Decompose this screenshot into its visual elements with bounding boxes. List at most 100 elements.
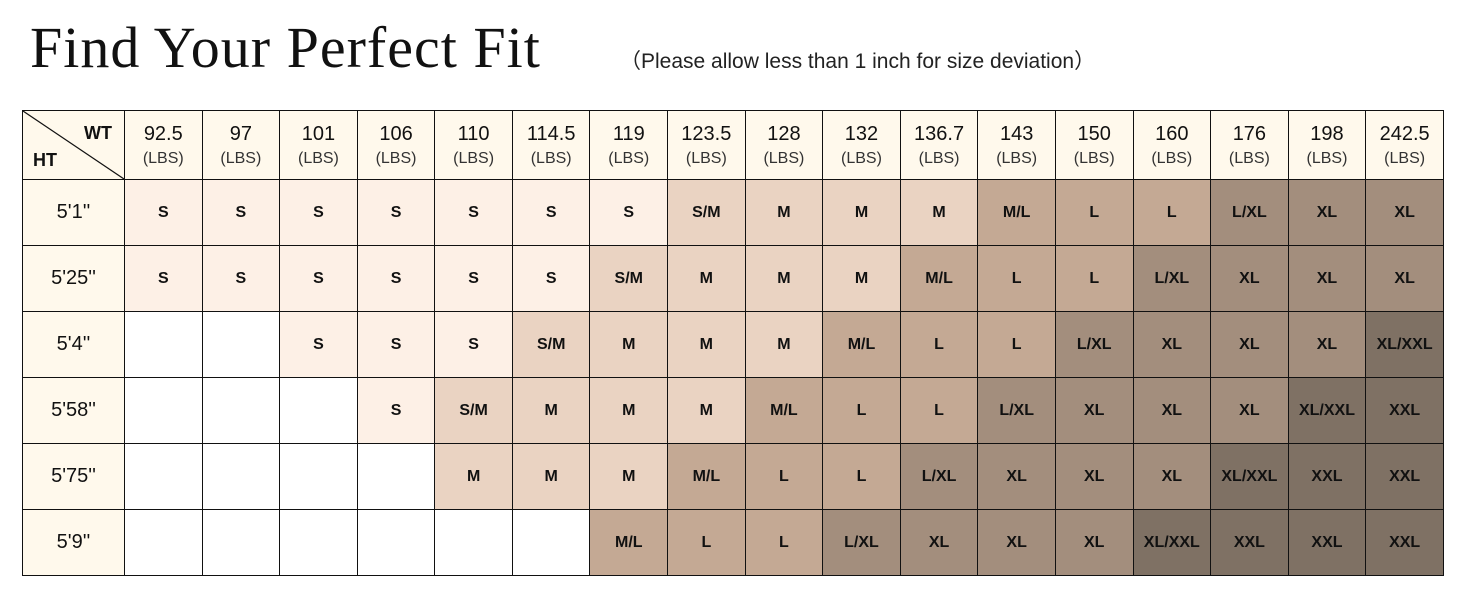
size-cell: M/L — [822, 311, 901, 378]
size-cell — [124, 509, 203, 576]
weight-header-cell: 136.7 (LBS) — [899, 110, 979, 180]
size-cell: S — [511, 245, 591, 312]
size-cell: L/XL — [1210, 179, 1289, 246]
size-cell — [511, 509, 591, 576]
size-cell: S — [279, 311, 358, 378]
size-cell: XXL — [1365, 443, 1444, 510]
size-cell: XXL — [1210, 509, 1289, 576]
size-cell: XL — [1132, 443, 1212, 510]
size-cell: XL — [1365, 179, 1444, 246]
size-cell: XXL — [1365, 509, 1444, 576]
weight-unit: (LBS) — [220, 149, 262, 167]
size-cell: XL — [1287, 245, 1367, 312]
weight-unit: (LBS) — [530, 149, 572, 167]
size-cell: M — [744, 245, 824, 312]
size-cell: M — [589, 443, 669, 510]
size-cell: S/M — [667, 179, 746, 246]
weight-unit: (LBS) — [918, 149, 960, 167]
weight-value: 128 — [767, 122, 801, 145]
weight-unit: (LBS) — [375, 149, 417, 167]
size-cell: L — [899, 377, 979, 444]
size-cell: S/M — [589, 245, 669, 312]
size-cell: L — [1054, 245, 1134, 312]
weight-header-cell: 150 (LBS) — [1054, 110, 1134, 180]
size-cell: L — [667, 509, 746, 576]
size-cell: XXL — [1287, 509, 1367, 576]
weight-value: 106 — [379, 122, 413, 145]
size-cell: S — [356, 179, 436, 246]
size-cell: L — [977, 245, 1056, 312]
weight-header-row: WT HT 92.5 (LBS) 97 (LBS) 101 (LBS) 106 (LBS) 11… — [22, 110, 1444, 180]
weight-header-cell: 97 (LBS) — [201, 110, 281, 180]
size-cell: S — [279, 179, 358, 246]
weight-header-cell: 176 (LBS) — [1210, 110, 1289, 180]
size-cell: L — [744, 509, 824, 576]
size-cell: S — [356, 377, 436, 444]
size-cell: S — [279, 245, 358, 312]
weight-unit: (LBS) — [608, 149, 650, 167]
size-cell: L — [899, 311, 979, 378]
weight-value: 150 — [1077, 122, 1111, 145]
size-cell: XL — [1054, 443, 1134, 510]
table-row: 5'1'' S S S S S S S S/M M M M M/L L L L/XL XL XL — [22, 179, 1444, 246]
size-cell: L/XL — [822, 509, 901, 576]
size-cell: M — [434, 443, 513, 510]
size-cell: S — [511, 179, 591, 246]
size-cell: M — [511, 377, 591, 444]
weight-unit: (LBS) — [1151, 149, 1193, 167]
size-cell: XXL — [1365, 377, 1444, 444]
size-cell: XL — [899, 509, 979, 576]
weight-unit: (LBS) — [685, 149, 727, 167]
page-title: Find Your Perfect Fit — [30, 15, 541, 80]
weight-header-cell: 132 (LBS) — [822, 110, 901, 180]
table-row: 5'4'' S S S S/M M M M M/L L L L/XL XL XL XL XL/XXL — [22, 311, 1444, 378]
size-cell: M — [667, 311, 746, 378]
height-label: HT — [33, 150, 57, 170]
weight-header-cell: 198 (LBS) — [1287, 110, 1367, 180]
size-cell: M — [744, 311, 824, 378]
size-cell: XL — [1132, 311, 1212, 378]
size-cell: XL — [1054, 509, 1134, 576]
weight-header-cell: 92.5 (LBS) — [124, 110, 203, 180]
weight-unit: (LBS) — [996, 149, 1038, 167]
weight-header-cell: 110 (LBS) — [434, 110, 513, 180]
size-cell: S — [201, 179, 281, 246]
weight-label: WT — [84, 123, 112, 143]
weight-value: 198 — [1310, 122, 1344, 145]
height-cell: 5'9'' — [22, 509, 125, 576]
weight-header-cell: 101 (LBS) — [279, 110, 358, 180]
weight-unit: (LBS) — [841, 149, 882, 167]
size-cell: XL — [977, 509, 1056, 576]
size-cell: M — [667, 245, 746, 312]
size-cell — [124, 377, 203, 444]
weight-unit: (LBS) — [142, 149, 184, 167]
size-cell: M — [822, 179, 901, 246]
size-cell: M — [589, 311, 669, 378]
size-cell: XL — [1365, 245, 1444, 312]
size-cell: L/XL — [1132, 245, 1212, 312]
weight-unit: (LBS) — [1073, 149, 1115, 167]
weight-header-cell: 114.5 (LBS) — [511, 110, 591, 180]
size-cell: S — [434, 311, 513, 378]
size-cell: XL — [1287, 179, 1367, 246]
weight-unit: (LBS) — [1384, 149, 1426, 167]
size-cell — [279, 443, 358, 510]
size-cell — [279, 509, 358, 576]
weight-value: 242.5 — [1379, 122, 1430, 145]
size-cell: L/XL — [899, 443, 979, 510]
weight-unit: (LBS) — [763, 149, 805, 167]
weight-value: 101 — [301, 122, 336, 145]
size-cell: S — [434, 245, 513, 312]
size-cell: M — [744, 179, 824, 246]
size-cell: M/L — [977, 179, 1056, 246]
size-cell: M — [667, 377, 746, 444]
size-cell: L/XL — [1054, 311, 1134, 378]
weight-header-cell: 128 (LBS) — [744, 110, 824, 180]
size-cell: M/L — [667, 443, 746, 510]
size-cell: S — [356, 245, 436, 312]
corner-cell: WT HT — [22, 110, 125, 180]
size-cell: XL/XXL — [1132, 509, 1212, 576]
size-cell — [279, 377, 358, 444]
size-cell — [124, 443, 203, 510]
size-cell — [434, 509, 513, 576]
